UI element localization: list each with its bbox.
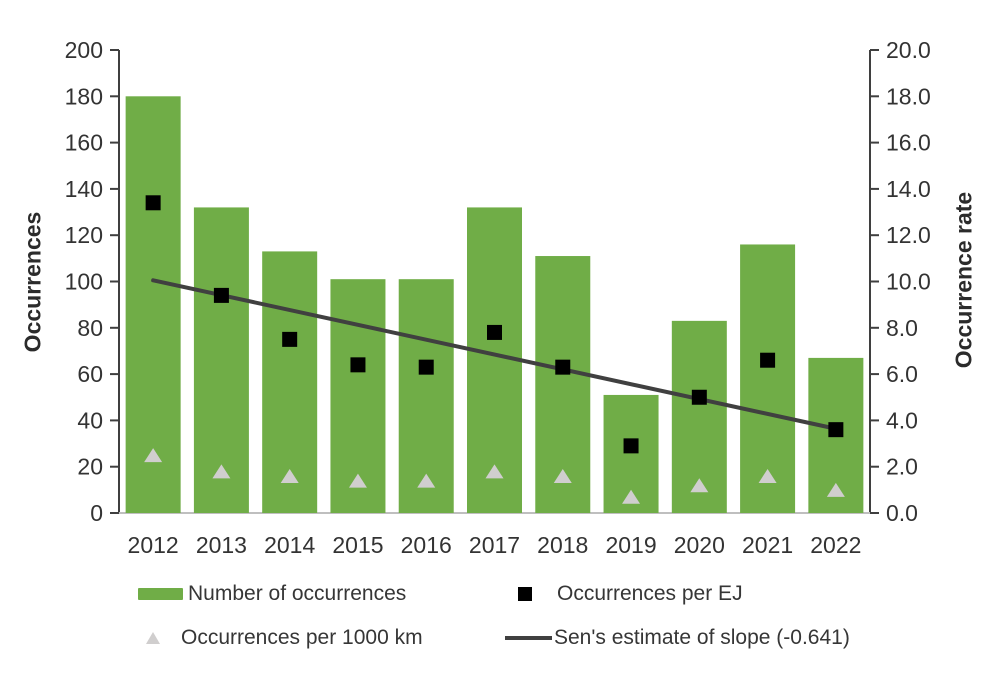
left-axis-tick-label: 100 (65, 269, 103, 295)
x-axis-category-label: 2018 (537, 532, 588, 558)
left-axis-tick-label: 20 (77, 454, 103, 480)
right-axis-tick-label: 0.0 (886, 500, 918, 526)
square-marker-2021 (760, 352, 776, 368)
square-marker-2019 (623, 438, 639, 454)
right-axis-tick-label: 14.0 (886, 176, 931, 202)
right-axis-tick-label: 10.0 (886, 269, 931, 295)
right-axis-tick-label: 6.0 (886, 361, 918, 387)
square-marker-2020 (691, 389, 707, 405)
square-marker-2014 (282, 331, 298, 347)
square-marker-2015 (350, 357, 366, 373)
x-axis-category-label: 2016 (401, 532, 452, 558)
left-axis-tick-label: 160 (65, 130, 103, 156)
left-axis-tick-label: 200 (65, 37, 103, 63)
left-axis-tick-label: 80 (77, 315, 103, 341)
square-marker-2016 (418, 359, 434, 375)
triangle-marker-2012 (144, 448, 163, 463)
left-axis-tick-label: 40 (77, 407, 103, 433)
right-axis-tick-label: 4.0 (886, 407, 918, 433)
x-axis-category-label: 2014 (264, 532, 315, 558)
left-axis-tick-label: 120 (65, 222, 103, 248)
left-axis-tick-label: 140 (65, 176, 103, 202)
x-axis-category-label: 2019 (605, 532, 656, 558)
right-axis-tick-label: 16.0 (886, 130, 931, 156)
left-axis-title: Occurrences (19, 211, 46, 353)
right-axis-tick-label: 2.0 (886, 454, 918, 480)
right-axis-tick-label: 18.0 (886, 83, 931, 109)
square-marker-2017 (487, 324, 502, 340)
right-axis-tick-label: 8.0 (886, 315, 918, 341)
bar-2012 (125, 96, 181, 514)
triangle-marker-2018 (553, 468, 572, 483)
right-axis-tick-label: 12.0 (886, 222, 931, 248)
square-marker-2013 (213, 287, 229, 303)
bar-2013 (193, 207, 249, 514)
square-marker-2012 (145, 195, 161, 211)
left-axis-tick-label: 0 (90, 500, 103, 526)
right-axis-tick-label: 20.0 (886, 37, 931, 63)
triangle-marker-2021 (758, 468, 777, 483)
x-axis-category-label: 2021 (742, 532, 793, 558)
left-axis-tick-label: 180 (65, 83, 103, 109)
x-axis-category-label: 2022 (810, 532, 861, 558)
x-axis-category-label: 2017 (469, 532, 520, 558)
left-axis-tick-label: 60 (77, 361, 103, 387)
x-axis-category-label: 2012 (128, 532, 179, 558)
triangle-marker-2020 (690, 478, 709, 493)
triangle-marker-2019 (622, 489, 641, 504)
triangle-marker-2016 (417, 473, 436, 488)
triangle-marker-2017 (485, 464, 504, 479)
x-axis-category-label: 2015 (332, 532, 383, 558)
bar-2021 (740, 244, 796, 513)
triangle-marker-2013 (212, 464, 231, 479)
x-axis-category-label: 2020 (674, 532, 725, 558)
triangle-marker-2015 (348, 473, 367, 488)
triangle-marker-2022 (826, 482, 845, 497)
x-axis-category-label: 2013 (196, 532, 247, 558)
square-marker-2018 (555, 359, 571, 375)
sens-slope-line (151, 278, 838, 431)
square-marker-2022 (828, 422, 844, 438)
right-axis-title: Occurrence rate (950, 191, 977, 369)
triangle-marker-2014 (280, 468, 299, 483)
